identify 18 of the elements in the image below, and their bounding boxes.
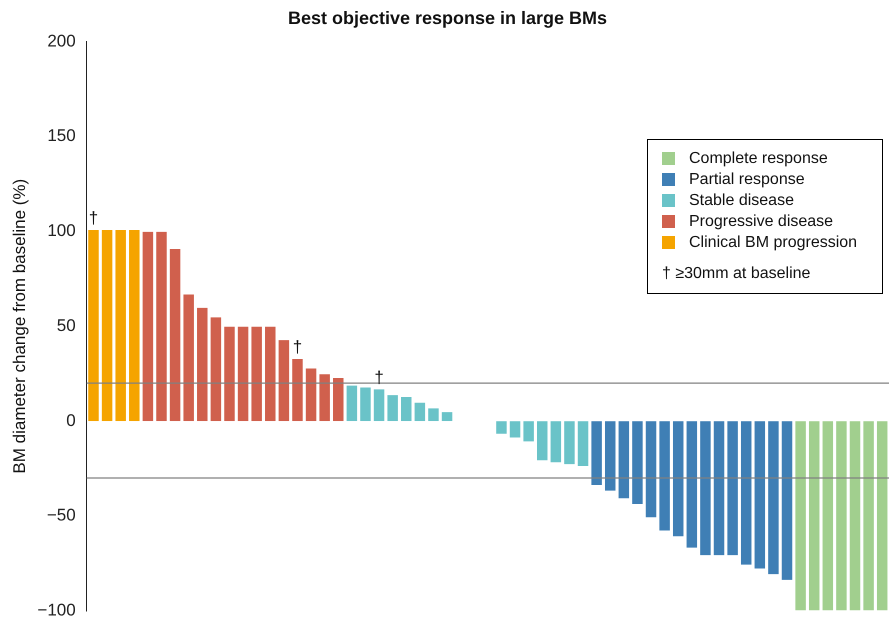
y-tick-label: 100 — [47, 221, 76, 240]
annotation: † — [88, 208, 98, 228]
y-tick-label: 150 — [47, 126, 76, 146]
legend-label: Partial response — [689, 170, 805, 188]
y-tick-label: 200 — [47, 31, 76, 50]
y-axis-title: BM diameter change from baseline (%) — [10, 178, 29, 474]
legend-label: Stable disease — [689, 192, 794, 210]
legend-label: Progressive disease — [689, 212, 834, 230]
annotation: † — [374, 368, 384, 387]
annotation: † ≥30mm at baseline — [662, 265, 812, 283]
chart-title: Best objective response in large BMs — [288, 8, 608, 28]
legend-label: Clinical BM progression — [689, 234, 858, 252]
y-tick-label: 0 — [66, 410, 76, 430]
y-tick-label: −100 — [37, 600, 76, 620]
y-tick-label: 50 — [56, 316, 76, 335]
legend-label: Complete response — [689, 150, 828, 168]
annotation: † — [292, 338, 302, 357]
y-tick-label: −50 — [46, 506, 76, 525]
